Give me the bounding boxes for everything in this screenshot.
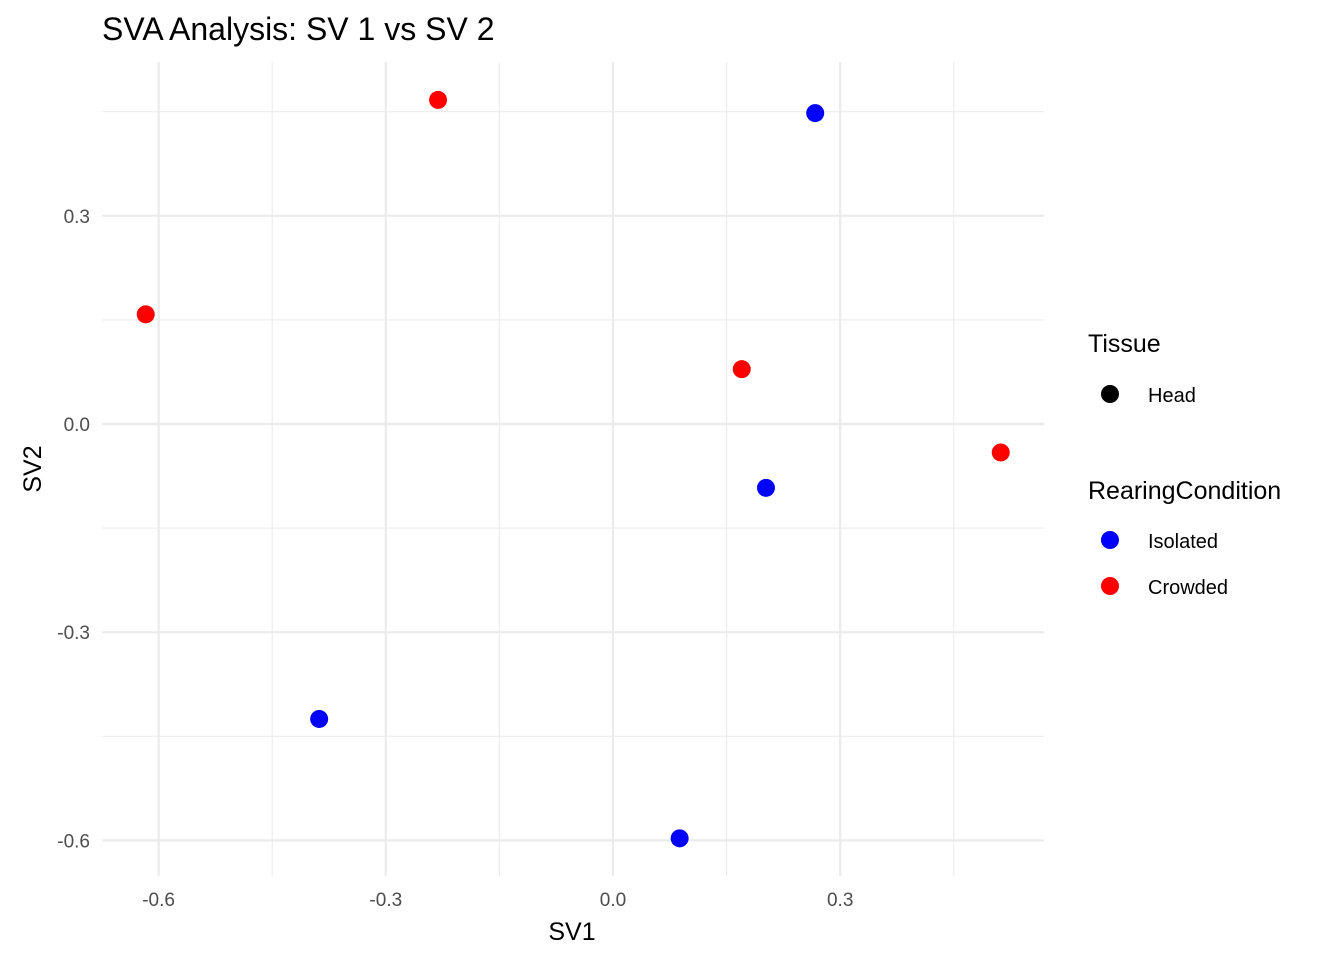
point-crowded — [991, 443, 1010, 462]
legend-key-crowded — [1101, 577, 1119, 595]
legend-label-head: Head — [1148, 385, 1196, 407]
y-tick-label: 0.3 — [64, 207, 90, 228]
x-tick-label: 0.3 — [827, 890, 853, 911]
y-tick-label: -0.3 — [57, 623, 90, 644]
x-tick-label: 0.0 — [600, 890, 626, 911]
y-tick-label: 0.0 — [64, 415, 90, 436]
y-tick-label: -0.6 — [57, 831, 90, 852]
grid — [102, 62, 1044, 876]
legend-label-isolated: Isolated — [1148, 531, 1218, 553]
chart-title: SVA Analysis: SV 1 vs SV 2 — [102, 11, 494, 47]
point-isolated — [806, 104, 825, 123]
legend-title-rearing-condition: RearingCondition — [1088, 477, 1281, 505]
x-axis-title: SV1 — [548, 918, 595, 946]
point-isolated — [756, 478, 775, 497]
x-tick-label: -0.6 — [142, 890, 175, 911]
legend-key-isolated — [1101, 531, 1119, 549]
x-tick-label: -0.3 — [369, 890, 402, 911]
point-crowded — [136, 305, 155, 324]
point-crowded — [429, 90, 448, 109]
legend-title-tissue: Tissue — [1088, 330, 1161, 358]
point-crowded — [732, 360, 751, 379]
data-points — [136, 90, 1010, 848]
tick-labels: -0.6 -0.3 0.0 0.3 -0.6 -0.3 0.0 0.3 — [57, 207, 853, 911]
point-isolated — [670, 829, 689, 848]
y-axis-title: SV2 — [19, 445, 47, 492]
legend-label-crowded: Crowded — [1148, 577, 1228, 599]
legend: Tissue Head RearingCondition Isolated Cr… — [1088, 330, 1281, 599]
point-isolated — [310, 709, 329, 728]
legend-key-head — [1101, 385, 1119, 403]
